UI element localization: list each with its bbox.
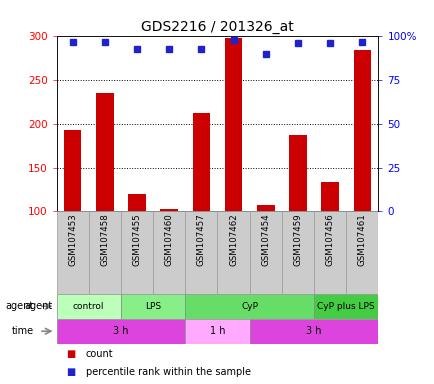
Text: time: time <box>12 326 34 336</box>
Bar <box>64 130 81 211</box>
Text: 3 h: 3 h <box>306 326 321 336</box>
Bar <box>217 211 249 294</box>
Title: GDS2216 / 201326_at: GDS2216 / 201326_at <box>141 20 293 34</box>
Bar <box>56 319 185 344</box>
Text: LPS: LPS <box>145 302 161 311</box>
Bar <box>281 211 313 294</box>
Text: GSM107461: GSM107461 <box>357 214 366 266</box>
Bar <box>256 205 274 211</box>
Bar <box>89 211 121 294</box>
Text: GSM107458: GSM107458 <box>100 214 109 266</box>
Bar <box>249 319 378 344</box>
Bar <box>56 294 121 319</box>
Bar <box>160 209 178 211</box>
Text: ■: ■ <box>66 349 75 359</box>
Text: CyP: CyP <box>240 302 258 311</box>
Text: GSM107462: GSM107462 <box>229 214 237 266</box>
Text: CyP plus LPS: CyP plus LPS <box>317 302 374 311</box>
Text: percentile rank within the sample: percentile rank within the sample <box>85 367 250 377</box>
Bar <box>185 294 313 319</box>
Text: GSM107459: GSM107459 <box>293 214 302 266</box>
Bar <box>313 211 345 294</box>
Bar <box>128 194 145 211</box>
Bar <box>345 211 378 294</box>
Text: GSM107456: GSM107456 <box>325 214 334 266</box>
Bar <box>289 135 306 211</box>
Bar <box>121 211 153 294</box>
Text: 3 h: 3 h <box>113 326 128 336</box>
Bar <box>353 50 370 211</box>
Text: GSM107455: GSM107455 <box>132 214 141 266</box>
Bar <box>313 294 378 319</box>
Text: agent: agent <box>6 301 34 311</box>
Text: GSM107453: GSM107453 <box>68 214 77 266</box>
Bar <box>321 182 338 211</box>
Bar <box>224 38 242 211</box>
Text: ■: ■ <box>66 367 75 377</box>
Text: GSM107457: GSM107457 <box>197 214 205 266</box>
Bar <box>153 211 185 294</box>
Bar <box>96 93 113 211</box>
Bar <box>56 211 89 294</box>
Text: 1 h: 1 h <box>209 326 225 336</box>
Text: control: control <box>73 302 104 311</box>
Bar <box>185 319 249 344</box>
Bar <box>192 113 210 211</box>
Text: count: count <box>85 349 113 359</box>
Text: GSM107454: GSM107454 <box>261 214 270 266</box>
Bar <box>249 211 281 294</box>
Text: GSM107460: GSM107460 <box>164 214 173 266</box>
Bar <box>121 294 185 319</box>
Text: agent: agent <box>24 301 52 311</box>
Bar <box>185 211 217 294</box>
